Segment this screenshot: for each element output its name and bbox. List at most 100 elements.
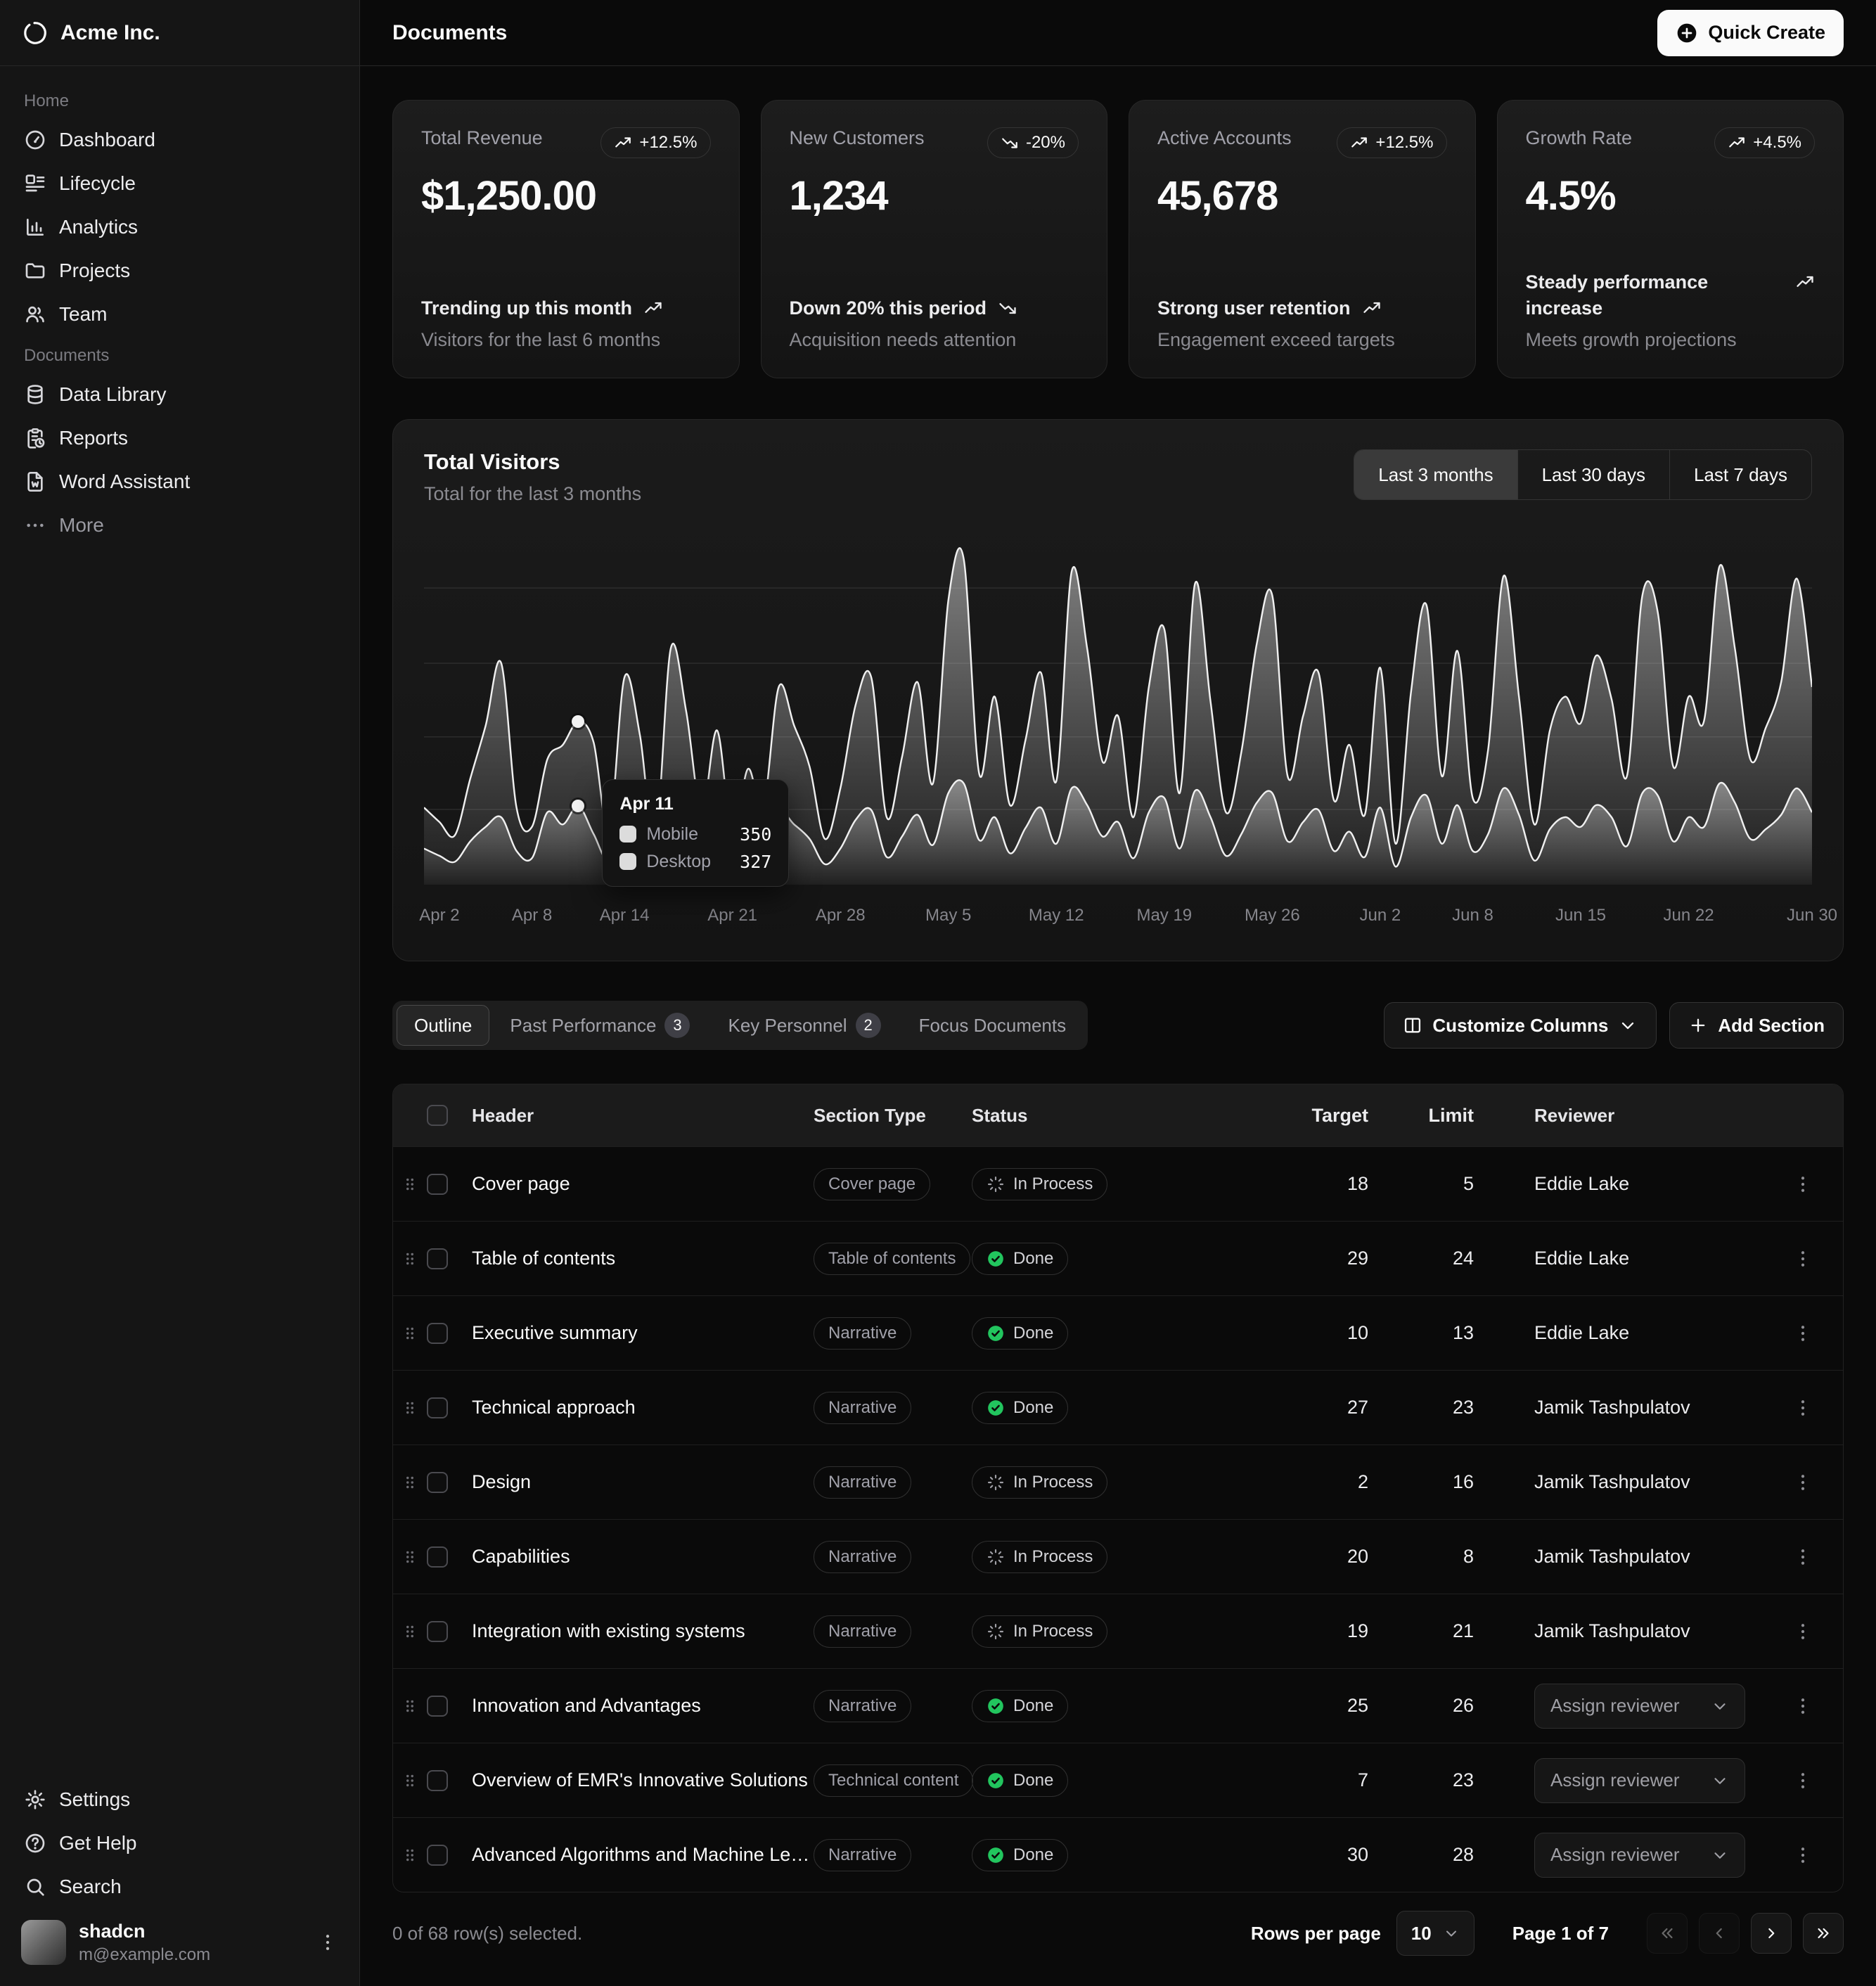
chevrons-right-icon (1814, 1924, 1832, 1942)
drag-handle-icon[interactable] (401, 1174, 419, 1195)
reviewer-name: Eddie Lake (1534, 1248, 1629, 1269)
check-circle-icon (987, 1399, 1005, 1417)
row-header-link[interactable]: Technical approach (472, 1397, 636, 1418)
row-checkbox[interactable] (427, 1248, 448, 1269)
row-checkbox[interactable] (427, 1621, 448, 1642)
sidebar-item-dashboard[interactable]: Dashboard (11, 118, 348, 162)
add-section-button[interactable]: Add Section (1669, 1002, 1844, 1049)
range-last-7-days[interactable]: Last 7 days (1669, 450, 1811, 499)
sidebar-item-more[interactable]: More (11, 504, 348, 547)
drag-handle-icon[interactable] (401, 1845, 419, 1866)
table-row[interactable]: Technical approach Narrative Done 27 23 … (393, 1370, 1843, 1444)
row-menu-button[interactable] (1786, 1316, 1820, 1350)
drag-handle-icon[interactable] (401, 1248, 419, 1269)
sidebar-item-analytics[interactable]: Analytics (11, 205, 348, 249)
tab-focus-documents[interactable]: Focus Documents (901, 1005, 1084, 1046)
range-last-3-months[interactable]: Last 3 months (1354, 450, 1517, 499)
sidebar-item-search[interactable]: Search (11, 1865, 348, 1909)
drag-handle-icon[interactable] (401, 1621, 419, 1642)
tab-outline[interactable]: Outline (397, 1005, 489, 1046)
row-checkbox[interactable] (427, 1397, 448, 1418)
target-value: 2 (1190, 1471, 1373, 1493)
row-header-link[interactable]: Advanced Algorithms and Machine Learning (472, 1844, 814, 1866)
view-tabs: Outline Past Performance3 Key Personnel2… (392, 1001, 1088, 1050)
chevron-down-icon (1618, 1016, 1638, 1035)
first-page-button[interactable] (1647, 1913, 1688, 1954)
drag-handle-icon[interactable] (401, 1546, 419, 1568)
status-badge: Done (972, 1839, 1068, 1871)
assign-reviewer-select[interactable]: Assign reviewer (1534, 1833, 1745, 1878)
row-header-link[interactable]: Overview of EMR's Innovative Solutions (472, 1769, 808, 1791)
chevron-down-icon (1711, 1697, 1729, 1715)
table-row[interactable]: Advanced Algorithms and Machine Learning… (393, 1817, 1843, 1892)
row-menu-button[interactable] (1786, 1242, 1820, 1276)
drag-handle-icon[interactable] (401, 1770, 419, 1791)
pagination (1647, 1913, 1844, 1954)
row-checkbox[interactable] (427, 1845, 448, 1866)
row-checkbox[interactable] (427, 1696, 448, 1717)
assign-reviewer-select[interactable]: Assign reviewer (1534, 1758, 1745, 1803)
tab-past-performance[interactable]: Past Performance3 (492, 1005, 707, 1046)
previous-page-button[interactable] (1699, 1913, 1740, 1954)
row-header-link[interactable]: Capabilities (472, 1546, 570, 1568)
row-checkbox[interactable] (427, 1174, 448, 1195)
last-page-button[interactable] (1803, 1913, 1844, 1954)
section-type-badge: Narrative (814, 1541, 911, 1573)
row-header-link[interactable]: Integration with existing systems (472, 1620, 745, 1642)
area-chart[interactable]: Apr 11 Mobile 350 Desktop 327 (424, 547, 1812, 885)
row-checkbox[interactable] (427, 1546, 448, 1568)
sidebar-item-projects[interactable]: Projects (11, 249, 348, 293)
range-last-30-days[interactable]: Last 30 days (1517, 450, 1669, 499)
next-page-button[interactable] (1751, 1913, 1792, 1954)
row-checkbox[interactable] (427, 1323, 448, 1344)
drag-handle-icon[interactable] (401, 1397, 419, 1418)
stat-card-total-revenue: Total Revenue +12.5% $1,250.00 Trending … (392, 100, 740, 378)
sidebar-footer: Settings Get Help Search shadcn m@exampl… (0, 1778, 359, 1986)
plus-circle-icon (1676, 22, 1698, 44)
reviewer-name: Jamik Tashpulatov (1534, 1546, 1690, 1568)
status-badge: Done (972, 1317, 1068, 1350)
table-row[interactable]: Executive summary Narrative Done 10 13 E… (393, 1295, 1843, 1370)
user-menu[interactable]: shadcn m@example.com (11, 1909, 348, 1976)
sidebar-item-lifecycle[interactable]: Lifecycle (11, 162, 348, 205)
drag-handle-icon[interactable] (401, 1323, 419, 1344)
quick-create-button[interactable]: Quick Create (1657, 10, 1844, 56)
drag-handle-icon[interactable] (401, 1696, 419, 1717)
row-menu-button[interactable] (1786, 1466, 1820, 1499)
sidebar-item-get-help[interactable]: Get Help (11, 1821, 348, 1865)
sidebar-item-reports[interactable]: Reports (11, 416, 348, 460)
sidebar-item-word-assistant[interactable]: Word Assistant (11, 460, 348, 504)
table-row[interactable]: Design Narrative In Process 2 16 Jamik T… (393, 1444, 1843, 1519)
sidebar-brand[interactable]: Acme Inc. (0, 0, 359, 66)
row-menu-button[interactable] (1786, 1615, 1820, 1648)
sidebar-item-data-library[interactable]: Data Library (11, 373, 348, 416)
select-all-checkbox[interactable] (427, 1105, 448, 1126)
row-header-link[interactable]: Cover page (472, 1173, 570, 1195)
row-menu-button[interactable] (1786, 1167, 1820, 1201)
customize-columns-button[interactable]: Customize Columns (1384, 1002, 1657, 1049)
row-menu-button[interactable] (1786, 1689, 1820, 1723)
table-row[interactable]: Cover page Cover page In Process 18 5 Ed… (393, 1146, 1843, 1221)
row-menu-button[interactable] (1786, 1764, 1820, 1798)
sidebar-item-team[interactable]: Team (11, 293, 348, 336)
tab-key-personnel[interactable]: Key Personnel2 (710, 1005, 898, 1046)
row-menu-button[interactable] (1786, 1838, 1820, 1872)
row-checkbox[interactable] (427, 1770, 448, 1791)
rows-per-page-select[interactable]: 10 (1396, 1911, 1475, 1956)
row-header-link[interactable]: Table of contents (472, 1248, 615, 1269)
row-header-link[interactable]: Innovation and Advantages (472, 1695, 701, 1717)
table-row[interactable]: Integration with existing systems Narrat… (393, 1594, 1843, 1668)
sidebar-item-settings[interactable]: Settings (11, 1778, 348, 1821)
row-header-link[interactable]: Executive summary (472, 1322, 638, 1344)
table-row[interactable]: Table of contents Table of contents Done… (393, 1221, 1843, 1295)
row-checkbox[interactable] (427, 1472, 448, 1493)
assign-reviewer-select[interactable]: Assign reviewer (1534, 1684, 1745, 1729)
row-menu-button[interactable] (1786, 1540, 1820, 1574)
table-row[interactable]: Overview of EMR's Innovative Solutions T… (393, 1743, 1843, 1817)
drag-handle-icon[interactable] (401, 1472, 419, 1493)
table-row[interactable]: Innovation and Advantages Narrative Done… (393, 1668, 1843, 1743)
table-row[interactable]: Capabilities Narrative In Process 20 8 J… (393, 1519, 1843, 1594)
status-badge: Done (972, 1690, 1068, 1722)
row-header-link[interactable]: Design (472, 1471, 531, 1493)
row-menu-button[interactable] (1786, 1391, 1820, 1425)
